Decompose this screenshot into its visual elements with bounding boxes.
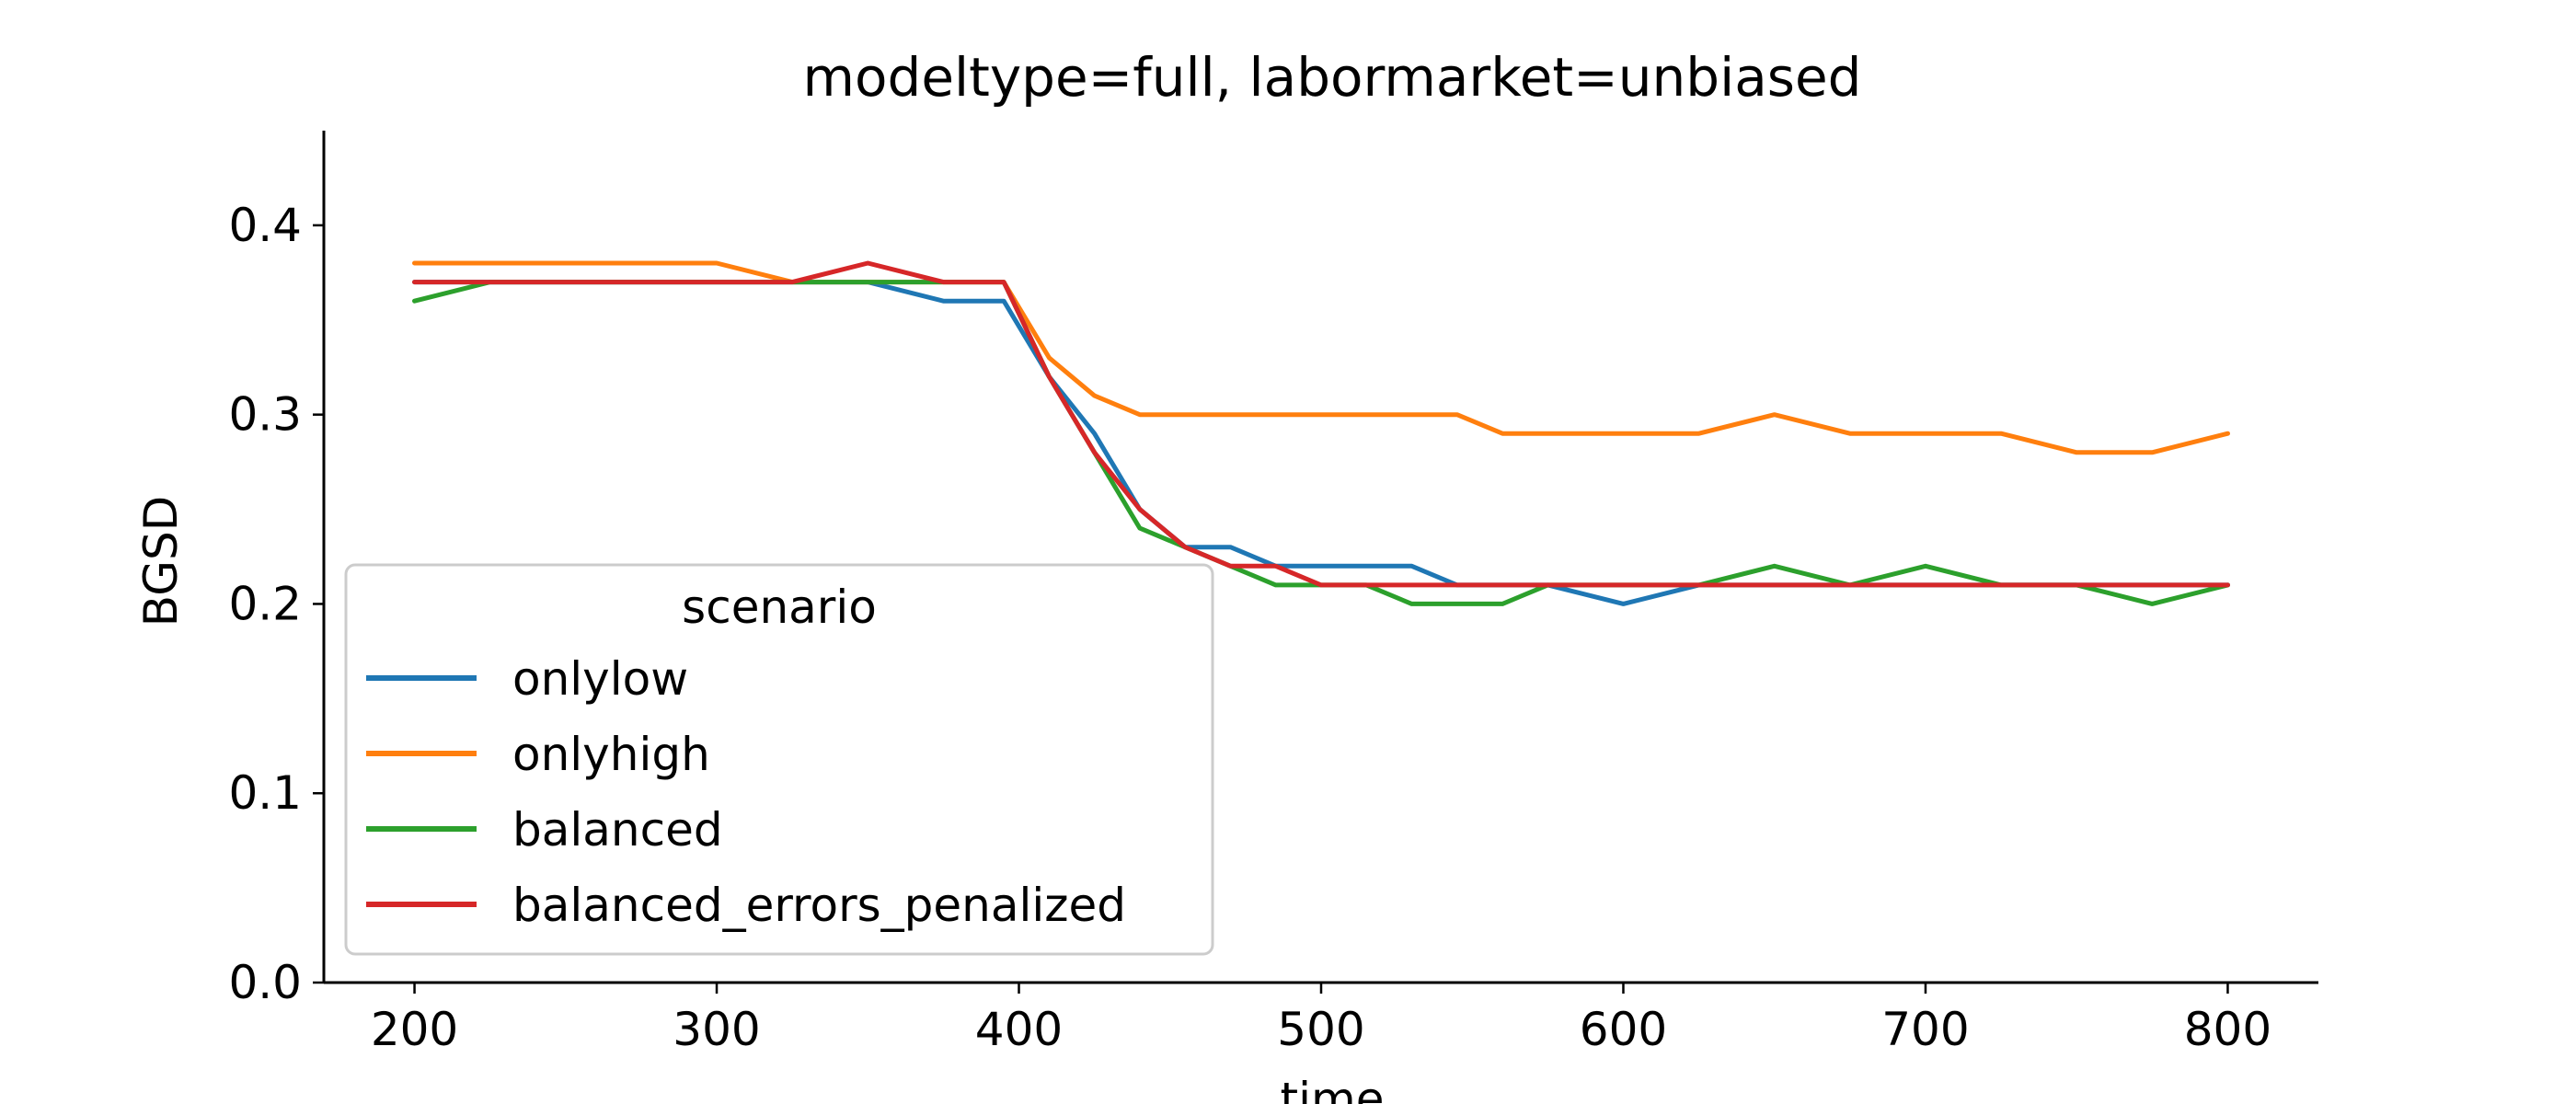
x-tick-label: 600 bbox=[1580, 1003, 1667, 1056]
legend-frame bbox=[344, 563, 1214, 956]
y-tick-label: 0.4 bbox=[228, 199, 302, 252]
y-ticks: 0.0 0.1 0.2 0.3 0.4 bbox=[228, 199, 324, 1009]
chart-title: modeltype=full, labormarket=unbiased bbox=[803, 46, 1862, 109]
x-tick-label: 800 bbox=[2184, 1003, 2271, 1056]
x-tick-label: 500 bbox=[1277, 1003, 1364, 1056]
y-tick-label: 0.1 bbox=[228, 766, 302, 820]
y-tick-label: 0.2 bbox=[228, 577, 302, 630]
x-ticks: 200 300 400 500 600 700 800 bbox=[371, 983, 2271, 1056]
legend: scenario onlylow onlyhigh balanced balanced… bbox=[344, 563, 1214, 956]
legend-title: scenario bbox=[682, 581, 877, 634]
legend-item-label: balanced_errors_penalized bbox=[512, 879, 1126, 932]
legend-item-label: balanced bbox=[512, 803, 723, 857]
series-line-onlyhigh bbox=[412, 260, 2230, 455]
y-tick-label: 0.0 bbox=[228, 956, 302, 1009]
y-tick-label: 0.3 bbox=[228, 388, 302, 442]
legend-item-label: onlyhigh bbox=[512, 728, 710, 781]
series-line-balanced-errors-penalized bbox=[412, 260, 2230, 588]
x-tick-label: 400 bbox=[975, 1003, 1063, 1056]
x-tick-label: 700 bbox=[1881, 1003, 1969, 1056]
y-axis-label: BGSD bbox=[134, 496, 188, 627]
x-tick-label: 300 bbox=[673, 1003, 760, 1056]
plot-lines bbox=[412, 260, 2230, 606]
legend-item-label: onlylow bbox=[512, 652, 688, 706]
x-tick-label: 200 bbox=[371, 1003, 458, 1056]
x-axis-label: time bbox=[1281, 1073, 1385, 1104]
legend-items: onlylow onlyhigh balanced balanced_errors_p… bbox=[366, 652, 1126, 932]
